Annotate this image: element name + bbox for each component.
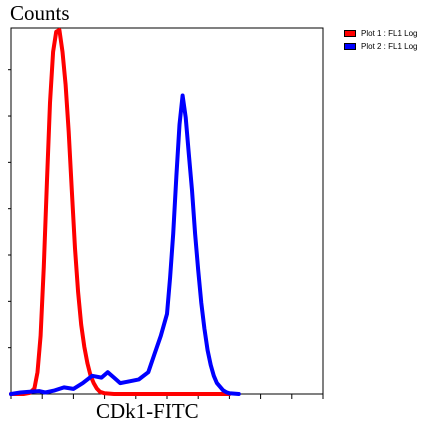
x-axis-label: CDk1-FITC xyxy=(96,399,199,423)
series-line-plot-2 xyxy=(9,93,241,396)
legend-swatch-plot-2 xyxy=(344,43,356,50)
plot-frame xyxy=(10,27,324,395)
legend-item-plot-2: Plot 2 : FL1 Log xyxy=(344,40,417,53)
legend: Plot 1 : FL1 Log Plot 2 : FL1 Log xyxy=(344,27,417,53)
series-layer xyxy=(9,28,241,396)
legend-label-plot-2: Plot 2 : FL1 Log xyxy=(361,42,418,51)
plot-axes xyxy=(8,27,324,399)
series-line-plot-1 xyxy=(9,28,232,396)
y-axis-label: Counts xyxy=(10,1,70,25)
legend-item-plot-1: Plot 1 : FL1 Log xyxy=(344,27,417,40)
legend-swatch-plot-1 xyxy=(344,30,356,37)
legend-label-plot-1: Plot 1 : FL1 Log xyxy=(361,29,418,38)
